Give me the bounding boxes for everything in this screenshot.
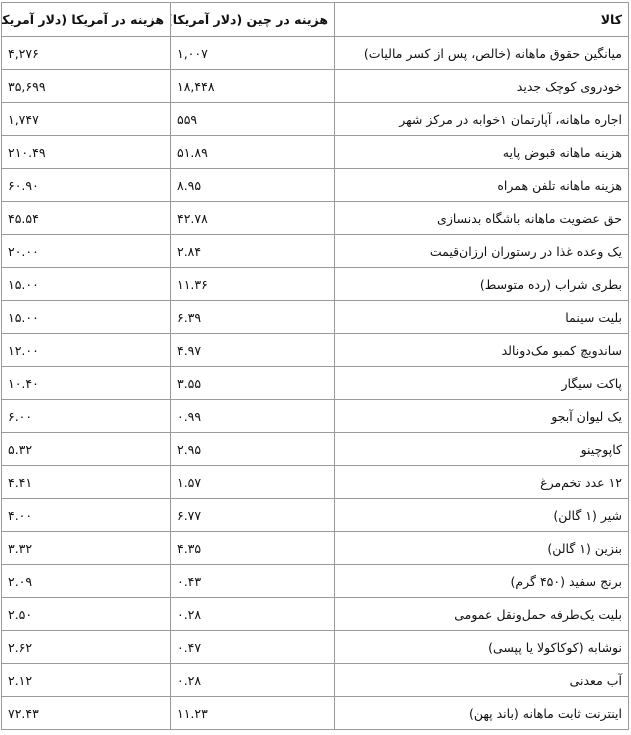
item-cell: هزینه ماهانه تلفن همراه bbox=[334, 168, 629, 202]
price-cell: ۷۲.۴۳ bbox=[1, 696, 171, 730]
table-row: هزینه ماهانه قبوض پایه ۵۱.۸۹ ۲۱۰.۴۹ bbox=[1, 135, 629, 169]
price-cell: ۲.۱۲ bbox=[1, 663, 171, 697]
table-row: پاکت سیگار ۳.۵۵ ۱۰.۴۰ bbox=[1, 366, 629, 400]
table-head: کالا هزینه در چین (دلار آمریکا) هزینه در آ… bbox=[1, 2, 629, 37]
price-cell: ۴.۳۵ bbox=[170, 531, 335, 565]
item-cell: ۱۲ عدد تخم‌مرغ bbox=[334, 465, 629, 499]
table-row: یک لیوان آبجو ۰.۹۹ ۶.۰۰ bbox=[1, 399, 629, 433]
item-cell: خودروی کوچک جدید bbox=[334, 69, 629, 103]
price-cell: ۱,۰۰۷ bbox=[170, 36, 335, 70]
price-cell: ۰.۹۹ bbox=[170, 399, 335, 433]
price-cell: ۶.۷۷ bbox=[170, 498, 335, 532]
table-row: حق عضویت ماهانه باشگاه بدنسازی ۴۲.۷۸ ۴۵.۵۴ bbox=[1, 201, 629, 235]
price-cell: ۱۵.۰۰ bbox=[1, 300, 171, 334]
item-cell: اجاره ماهانه، آپارتمان ۱خوابه در مرکز شه… bbox=[334, 102, 629, 136]
price-cell: ۵۱.۸۹ bbox=[170, 135, 335, 169]
price-cell: ۳۵,۶۹۹ bbox=[1, 69, 171, 103]
table-row: کاپوچینو ۲.۹۵ ۵.۳۲ bbox=[1, 432, 629, 466]
table-row: شیر (۱ گالن) ۶.۷۷ ۴.۰۰ bbox=[1, 498, 629, 532]
price-cell: ۲۱۰.۴۹ bbox=[1, 135, 171, 169]
price-cell: ۲.۹۵ bbox=[170, 432, 335, 466]
item-cell: ساندویچ کمبو مک‌دونالد bbox=[334, 333, 629, 367]
price-cell: ۶.۳۹ bbox=[170, 300, 335, 334]
table-row: اینترنت ثابت ماهانه (باند پهن) ۱۱.۲۳ ۷۲.۴۳ bbox=[1, 696, 629, 730]
price-cell: ۴۲.۷۸ bbox=[170, 201, 335, 235]
price-cell: ۵۵۹ bbox=[170, 102, 335, 136]
price-cell: ۲.۶۲ bbox=[1, 630, 171, 664]
header-cell: کالا bbox=[334, 2, 629, 37]
price-cell: ۸.۹۵ bbox=[170, 168, 335, 202]
price-cell: ۱۱.۲۳ bbox=[170, 696, 335, 730]
header-cell: هزینه در چین (دلار آمریکا) bbox=[170, 2, 335, 37]
table-row: ساندویچ کمبو مک‌دونالد ۴.۹۷ ۱۲.۰۰ bbox=[1, 333, 629, 367]
table-row: اجاره ماهانه، آپارتمان ۱خوابه در مرکز شه… bbox=[1, 102, 629, 136]
price-cell: ۱۸,۴۴۸ bbox=[170, 69, 335, 103]
item-cell: بنزین (۱ گالن) bbox=[334, 531, 629, 565]
table-row: برنج سفید (۴۵۰ گرم) ۰.۴۳ ۲.۰۹ bbox=[1, 564, 629, 598]
price-cell: ۰.۴۳ bbox=[170, 564, 335, 598]
item-cell: بلیت یک‌طرفه حمل‌ونقل عمومی bbox=[334, 597, 629, 631]
item-cell: حق عضویت ماهانه باشگاه بدنسازی bbox=[334, 201, 629, 235]
price-cell: ۲.۸۴ bbox=[170, 234, 335, 268]
price-cell: ۰.۲۸ bbox=[170, 597, 335, 631]
price-cell: ۳.۵۵ bbox=[170, 366, 335, 400]
item-cell: بلیت سینما bbox=[334, 300, 629, 334]
table-row: نوشابه (کوکاکولا یا پپسی) ۰.۴۷ ۲.۶۲ bbox=[1, 630, 629, 664]
header-cell: هزینه در آمریکا (دلار آمریکا) bbox=[1, 2, 171, 37]
item-cell: یک لیوان آبجو bbox=[334, 399, 629, 433]
price-cell: ۰.۲۸ bbox=[170, 663, 335, 697]
table-row: خودروی کوچک جدید ۱۸,۴۴۸ ۳۵,۶۹۹ bbox=[1, 69, 629, 103]
price-cell: ۲۰.۰۰ bbox=[1, 234, 171, 268]
item-cell: اینترنت ثابت ماهانه (باند پهن) bbox=[334, 696, 629, 730]
price-cell: ۴.۰۰ bbox=[1, 498, 171, 532]
table-row: آب معدنی ۰.۲۸ ۲.۱۲ bbox=[1, 663, 629, 697]
price-cell: ۶.۰۰ bbox=[1, 399, 171, 433]
item-cell: نوشابه (کوکاکولا یا پپسی) bbox=[334, 630, 629, 664]
header-row: کالا هزینه در چین (دلار آمریکا) هزینه در آ… bbox=[1, 2, 629, 37]
price-cell: ۳.۳۲ bbox=[1, 531, 171, 565]
table-row: میانگین حقوق ماهانه (خالص، پس از کسر مال… bbox=[1, 36, 629, 70]
price-cell: ۱۰.۴۰ bbox=[1, 366, 171, 400]
table-row: بنزین (۱ گالن) ۴.۳۵ ۳.۳۲ bbox=[1, 531, 629, 565]
table-body: میانگین حقوق ماهانه (خالص، پس از کسر مال… bbox=[1, 36, 629, 730]
item-cell: کاپوچینو bbox=[334, 432, 629, 466]
price-cell: ۲.۵۰ bbox=[1, 597, 171, 631]
price-cell: ۴,۲۷۶ bbox=[1, 36, 171, 70]
item-cell: یک وعده غذا در رستوران ارزان‌قیمت bbox=[334, 234, 629, 268]
price-cell: ۶۰.۹۰ bbox=[1, 168, 171, 202]
table-row: بطری شراب (رده متوسط) ۱۱.۳۶ ۱۵.۰۰ bbox=[1, 267, 629, 301]
table-row: هزینه ماهانه تلفن همراه ۸.۹۵ ۶۰.۹۰ bbox=[1, 168, 629, 202]
item-cell: بطری شراب (رده متوسط) bbox=[334, 267, 629, 301]
item-cell: هزینه ماهانه قبوض پایه bbox=[334, 135, 629, 169]
item-cell: آب معدنی bbox=[334, 663, 629, 697]
price-cell: ۱۵.۰۰ bbox=[1, 267, 171, 301]
price-cell: ۵.۳۲ bbox=[1, 432, 171, 466]
price-cell: ۴.۴۱ bbox=[1, 465, 171, 499]
price-cell: ۴.۹۷ bbox=[170, 333, 335, 367]
table-row: یک وعده غذا در رستوران ارزان‌قیمت ۲.۸۴ ۲۰.… bbox=[1, 234, 629, 268]
item-cell: پاکت سیگار bbox=[334, 366, 629, 400]
price-cell: ۲.۰۹ bbox=[1, 564, 171, 598]
price-cell: ۱۲.۰۰ bbox=[1, 333, 171, 367]
item-cell: برنج سفید (۴۵۰ گرم) bbox=[334, 564, 629, 598]
price-cell: ۱.۵۷ bbox=[170, 465, 335, 499]
price-cell: ۱۱.۳۶ bbox=[170, 267, 335, 301]
table-row: بلیت یک‌طرفه حمل‌ونقل عمومی ۰.۲۸ ۲.۵۰ bbox=[1, 597, 629, 631]
item-cell: شیر (۱ گالن) bbox=[334, 498, 629, 532]
price-cell: ۱,۷۴۷ bbox=[1, 102, 171, 136]
item-cell: میانگین حقوق ماهانه (خالص، پس از کسر مال… bbox=[334, 36, 629, 70]
table-row: بلیت سینما ۶.۳۹ ۱۵.۰۰ bbox=[1, 300, 629, 334]
price-cell: ۴۵.۵۴ bbox=[1, 201, 171, 235]
table-row: ۱۲ عدد تخم‌مرغ ۱.۵۷ ۴.۴۱ bbox=[1, 465, 629, 499]
price-cell: ۰.۴۷ bbox=[170, 630, 335, 664]
